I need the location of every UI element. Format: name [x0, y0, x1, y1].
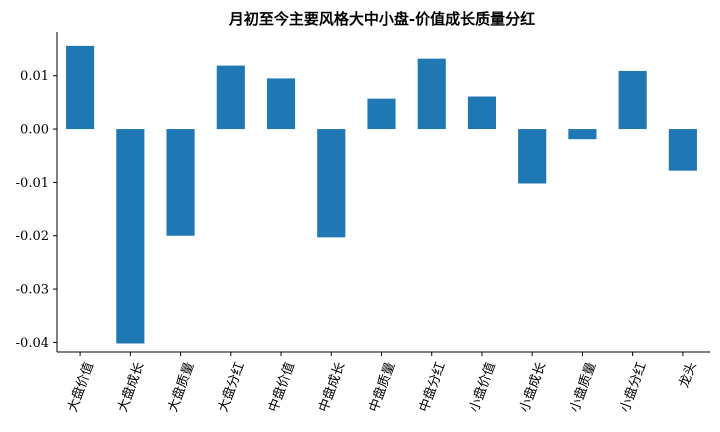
y-tick-label: -0.01 [16, 176, 49, 191]
bar-中盘成长 [317, 129, 346, 238]
y-axis-ticks: 0.01 0.00 -0.01 -0.02 -0.03 -0.04 [16, 69, 57, 351]
chart-title: 月初至今主要风格大中小盘-价值成长质量分红 [228, 10, 535, 28]
bar-小盘质量 [568, 129, 597, 140]
x-tick-label: 小盘价值 [466, 360, 499, 414]
bar-大盘成长 [116, 129, 145, 344]
bar-大盘分红 [216, 65, 245, 130]
x-tick-label: 中盘价值 [265, 360, 298, 414]
x-tick-label: 小盘成长 [516, 360, 549, 414]
y-tick-label: 0.00 [20, 123, 49, 138]
y-tick-label: -0.02 [16, 229, 49, 244]
y-tick-label: -0.04 [16, 336, 49, 351]
bar-大盘价值 [66, 45, 95, 130]
y-tick-label: -0.03 [16, 283, 49, 298]
x-tick-label: 大盘分红 [215, 360, 248, 414]
bar-小盘价值 [467, 96, 497, 130]
bar-中盘分红 [417, 58, 446, 130]
x-tick-label: 大盘质量 [165, 360, 198, 414]
bar-龙头 [668, 129, 697, 171]
x-tick-label: 中盘成长 [315, 360, 348, 414]
x-tick-label: 大盘成长 [115, 360, 148, 414]
bar-小盘成长 [518, 129, 547, 184]
bar-大盘质量 [166, 129, 195, 236]
x-axis-ticks: 大盘价值 大盘成长 大盘质量 大盘分红 中盘价值 中盘成长 中盘质量 中盘分红 小盘价值 小盘成长… [64, 352, 700, 414]
x-tick-label: 小盘分红 [617, 360, 650, 414]
x-tick-label: 小盘质量 [567, 360, 600, 414]
x-tick-label: 中盘分红 [416, 360, 449, 414]
x-tick-label: 中盘质量 [366, 360, 399, 414]
axes-layer [56, 32, 710, 353]
bar-小盘分红 [618, 70, 647, 130]
bars-layer [66, 45, 697, 344]
x-tick-label: 大盘价值 [64, 360, 97, 414]
bar-中盘质量 [367, 98, 396, 130]
y-tick-label: 0.01 [20, 69, 49, 84]
bar-中盘价值 [266, 78, 296, 130]
x-tick-label: 龙头 [677, 360, 700, 390]
